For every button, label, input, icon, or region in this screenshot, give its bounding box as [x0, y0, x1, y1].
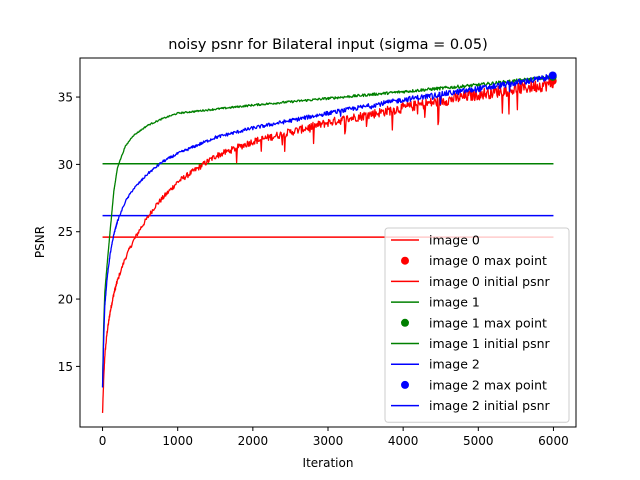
x-axis: 0 1000 2000 3000 4000 5000 6000 [99, 427, 569, 448]
legend: image 0 image 0 max point image 0 initial … [384, 227, 570, 423]
x-tick-label: 2000 [238, 434, 269, 448]
legend-label: image 2 max point [429, 377, 547, 392]
legend-max-point-2: image 2 max point [401, 377, 547, 392]
legend-dot-swatch [401, 380, 409, 389]
legend-label: image 1 initial psnr [429, 336, 551, 351]
legend-series-1: image 1 [391, 295, 480, 310]
series-line-1 [101, 75, 554, 388]
series-line-2 [101, 73, 555, 388]
legend-initial-psnr-0: image 0 initial psnr [391, 274, 551, 289]
x-axis-label: Iteration [303, 456, 354, 470]
y-tick-label: 35 [58, 91, 73, 105]
legend-dot-swatch [401, 318, 409, 327]
legend-label: image 1 max point [429, 315, 547, 330]
legend-box [384, 227, 570, 423]
legend-label: image 0 max point [429, 253, 547, 268]
y-tick-label: 15 [58, 360, 73, 374]
legend-max-point-0: image 0 max point [401, 253, 547, 268]
y-tick-label: 20 [58, 293, 73, 307]
legend-dot-swatch [401, 256, 409, 265]
y-axis: 15 20 25 30 35 [58, 91, 80, 374]
max-point-marker-2 [548, 71, 557, 80]
x-tick-label: 6000 [538, 434, 569, 448]
y-axis-label: PSNR [33, 226, 47, 258]
legend-label: image 1 [429, 295, 480, 310]
x-tick-label: 5000 [463, 434, 494, 448]
legend-series-2: image 2 [391, 357, 480, 372]
x-tick-label: 1000 [162, 434, 193, 448]
legend-initial-psnr-1: image 1 initial psnr [391, 336, 551, 351]
x-tick-label: 4000 [388, 434, 419, 448]
legend-initial-psnr-2: image 2 initial psnr [391, 398, 551, 413]
plot-area [101, 71, 557, 413]
legend-label: image 0 initial psnr [429, 274, 551, 289]
y-tick-label: 25 [58, 225, 73, 239]
series-line-0 [101, 78, 555, 413]
legend-label: image 0 [429, 233, 480, 248]
x-tick-label: 0 [99, 434, 107, 448]
legend-max-point-1: image 1 max point [401, 315, 547, 330]
y-tick-label: 30 [58, 158, 73, 172]
legend-series-0: image 0 [391, 233, 480, 248]
x-tick-label: 3000 [313, 434, 344, 448]
legend-label: image 2 initial psnr [429, 398, 551, 413]
chart-title: noisy psnr for Bilateral input (sigma = … [168, 37, 488, 53]
legend-label: image 2 [429, 357, 480, 372]
